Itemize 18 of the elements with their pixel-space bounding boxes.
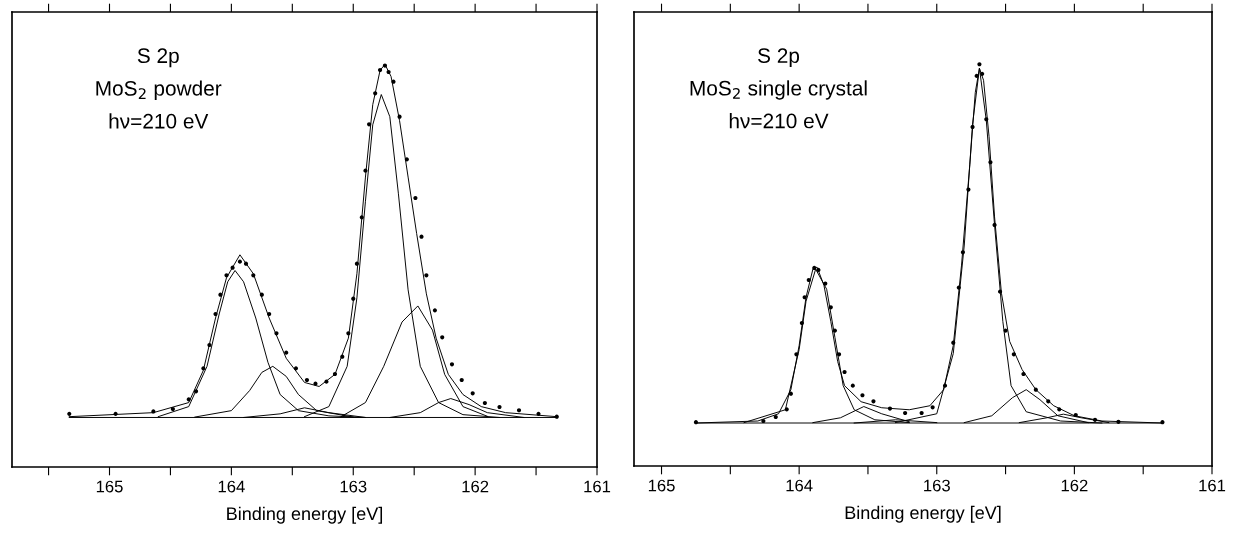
x-tick-label: 165 bbox=[96, 480, 123, 493]
x-axis-title: Binding energy [eV] bbox=[845, 505, 1001, 523]
x-tick-label: 161 bbox=[1199, 479, 1226, 492]
annotation: S 2p bbox=[758, 48, 800, 68]
x-tick-label: 162 bbox=[462, 480, 489, 493]
x-tick-label: 163 bbox=[340, 480, 367, 493]
annotation: hν=210 eV bbox=[109, 113, 209, 129]
x-tick-label: 164 bbox=[786, 479, 813, 492]
annotation: MoS$_{2}$ powder bbox=[96, 80, 222, 100]
x-tick-label: 164 bbox=[218, 480, 245, 493]
annotation: S 2p bbox=[137, 48, 179, 68]
x-tick-label: 161 bbox=[584, 480, 611, 493]
x-tick-label: 162 bbox=[1061, 479, 1088, 492]
annotation: hν=210 eV bbox=[729, 113, 829, 129]
x-axis-title: Binding energy [eV] bbox=[227, 506, 383, 524]
x-tick-label: 163 bbox=[924, 479, 950, 492]
x-tick-label: 165 bbox=[648, 479, 675, 492]
annotation: MoS$_{2}$ single crystal bbox=[690, 80, 867, 100]
